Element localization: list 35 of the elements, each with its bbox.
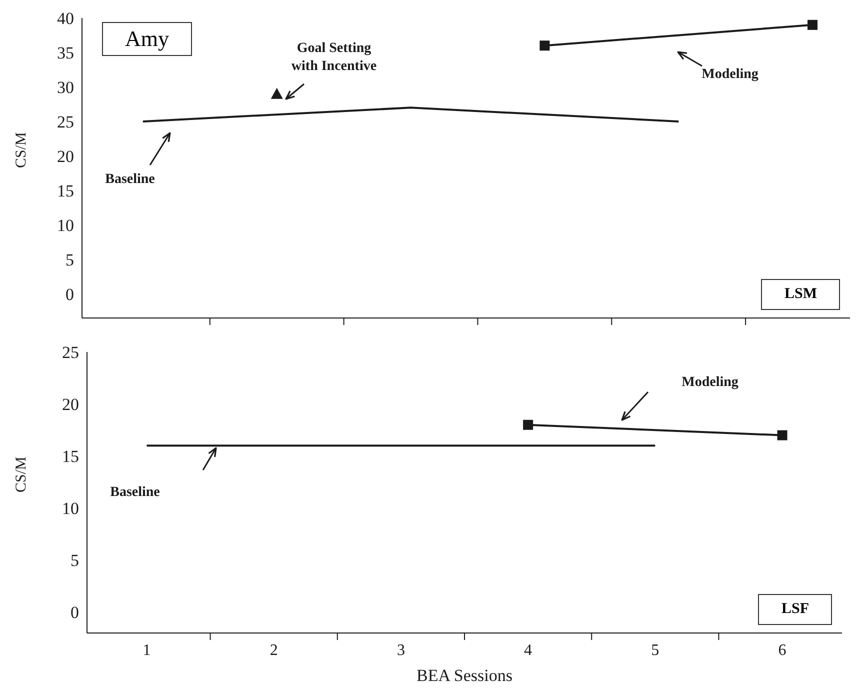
y-tick-label: 20 bbox=[62, 395, 79, 414]
y-tick-label: 15 bbox=[57, 181, 74, 200]
y-tick-label: 10 bbox=[62, 499, 79, 518]
y-tick-label: 40 bbox=[57, 9, 74, 28]
annotation: Modeling bbox=[700, 66, 760, 84]
text: LSM bbox=[761, 279, 840, 310]
y-axis-title: CS/M bbox=[13, 132, 30, 168]
annotation: Modeling bbox=[680, 374, 740, 392]
x-tick-label: 1 bbox=[142, 642, 151, 659]
annotation: Baseline bbox=[109, 484, 161, 502]
annotation: Goal Setting with Incentive bbox=[290, 40, 378, 76]
y-tick-label: 20 bbox=[57, 146, 74, 166]
y-tick-label: 5 bbox=[66, 250, 74, 270]
x-tick-label: 2 bbox=[270, 642, 278, 659]
point bbox=[540, 40, 550, 51]
y-tick-label: 35 bbox=[57, 44, 74, 63]
y-tick-label: 10 bbox=[57, 216, 74, 235]
x-tick-label: 6 bbox=[778, 642, 786, 659]
y-tick-label: 0 bbox=[70, 603, 79, 622]
point bbox=[808, 20, 818, 30]
y-tick-label: 25 bbox=[62, 343, 79, 362]
y-tick-label: 5 bbox=[70, 551, 79, 570]
point bbox=[270, 88, 283, 99]
y-tick-label: 30 bbox=[57, 78, 74, 97]
y-axis-title: CS/M bbox=[13, 456, 30, 492]
text: LSF bbox=[758, 594, 832, 625]
y-tick-label: 15 bbox=[62, 447, 79, 466]
annotation: Baseline bbox=[104, 171, 156, 189]
y-tick-label: 0 bbox=[66, 284, 74, 304]
x-axis-title: BEA Sessions bbox=[416, 666, 512, 685]
x-tick-label: 3 bbox=[396, 642, 405, 659]
x-tick-label: 5 bbox=[651, 642, 660, 659]
y-tick-label: 25 bbox=[57, 112, 74, 132]
x-tick-label: 4 bbox=[524, 642, 532, 659]
chart-title: Amy bbox=[102, 22, 192, 56]
